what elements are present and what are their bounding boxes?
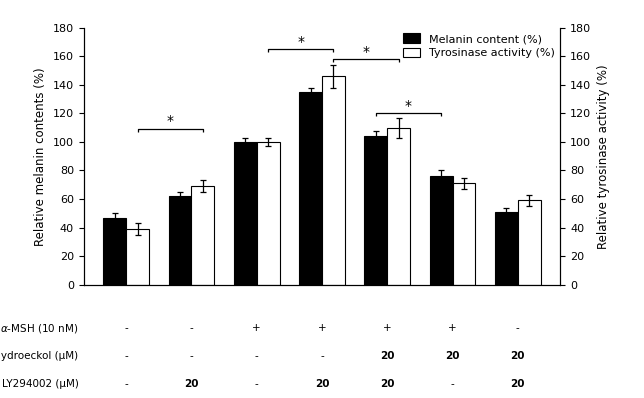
Text: -: - <box>124 351 128 361</box>
Bar <box>257 142 279 285</box>
Bar <box>453 183 475 285</box>
Text: +: + <box>252 323 261 334</box>
Bar <box>365 136 387 285</box>
Text: Dioxynodehydroeckol (μM): Dioxynodehydroeckol (μM) <box>0 351 79 361</box>
Text: *: * <box>405 99 412 113</box>
Bar <box>169 196 191 285</box>
Text: 20: 20 <box>511 379 525 389</box>
Text: -: - <box>124 323 128 334</box>
Text: 20: 20 <box>184 379 199 389</box>
Y-axis label: Relative tyrosinase activity (%): Relative tyrosinase activity (%) <box>597 64 610 248</box>
Text: *: * <box>363 45 370 59</box>
Text: -: - <box>451 379 455 389</box>
Text: -: - <box>516 323 520 334</box>
Text: -: - <box>189 323 193 334</box>
Text: +: + <box>383 323 392 334</box>
Bar <box>322 76 345 285</box>
Text: -: - <box>124 379 128 389</box>
Text: 20: 20 <box>445 351 460 361</box>
Bar <box>234 142 257 285</box>
Text: $\alpha$-MSH (10 nM): $\alpha$-MSH (10 nM) <box>0 322 79 335</box>
Text: *: * <box>298 35 304 49</box>
Bar <box>495 212 518 285</box>
Text: -: - <box>255 379 259 389</box>
Bar <box>430 176 453 285</box>
Text: 20: 20 <box>315 379 329 389</box>
Y-axis label: Relative melanin contents (%): Relative melanin contents (%) <box>34 67 47 246</box>
Text: +: + <box>317 323 327 334</box>
Legend: Melanin content (%), Tyrosinase activity (%): Melanin content (%), Tyrosinase activity… <box>403 33 554 58</box>
Text: LY294002 (μM): LY294002 (μM) <box>2 379 79 389</box>
Bar <box>191 186 214 285</box>
Bar <box>299 92 322 285</box>
Text: -: - <box>189 351 193 361</box>
Text: -: - <box>320 351 324 361</box>
Text: 20: 20 <box>380 351 395 361</box>
Bar <box>387 128 410 285</box>
Bar <box>126 229 149 285</box>
Bar <box>518 201 541 285</box>
Text: +: + <box>448 323 457 334</box>
Text: *: * <box>167 114 174 129</box>
Text: -: - <box>255 351 259 361</box>
Bar <box>103 218 126 285</box>
Text: 20: 20 <box>511 351 525 361</box>
Text: 20: 20 <box>380 379 395 389</box>
